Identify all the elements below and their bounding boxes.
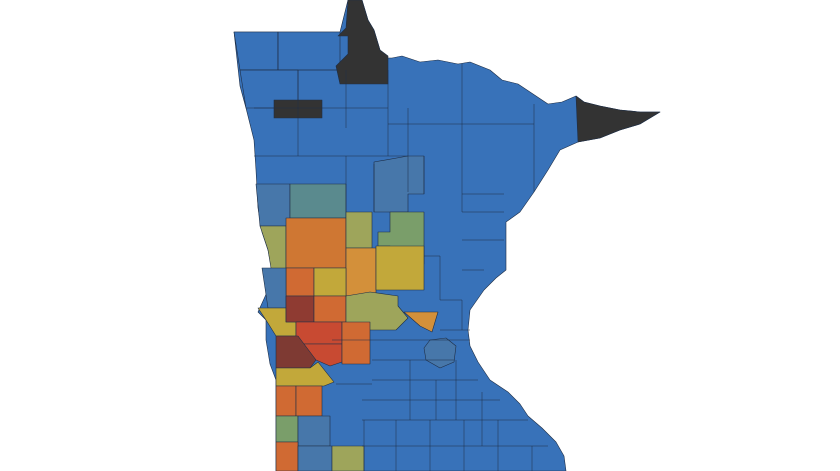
- county-nobles[interactable]: [297, 445, 333, 471]
- county-wright-corner[interactable]: [403, 311, 439, 333]
- county-mcleod[interactable]: [341, 321, 371, 365]
- county-lake-of-the-woods[interactable]: [335, 0, 389, 85]
- county-kittson[interactable]: [233, 31, 279, 71]
- county-jackson[interactable]: [331, 445, 365, 471]
- county-stearns-west[interactable]: [345, 247, 377, 297]
- county-murray[interactable]: [297, 415, 331, 447]
- county-douglas-grant[interactable]: [285, 217, 347, 269]
- county-stevens[interactable]: [285, 267, 315, 297]
- county-cook[interactable]: [575, 95, 661, 143]
- county-lac-qui-parle[interactable]: [275, 335, 317, 369]
- county-boundaries: [240, 32, 548, 471]
- county-benton[interactable]: [375, 245, 425, 291]
- county-rock[interactable]: [275, 441, 299, 471]
- county-wilkin[interactable]: [259, 225, 287, 275]
- county-chippewa[interactable]: [295, 321, 343, 345]
- county-pipestone[interactable]: [275, 415, 299, 443]
- county-otter-tail[interactable]: [289, 183, 347, 219]
- county-lincoln[interactable]: [275, 385, 297, 417]
- county-lyon[interactable]: [295, 385, 323, 417]
- county-becker-east[interactable]: [373, 155, 425, 213]
- county-metro[interactable]: [423, 337, 457, 369]
- county-todd[interactable]: [345, 211, 373, 249]
- county-pope[interactable]: [313, 267, 347, 297]
- county-roseau[interactable]: [277, 31, 341, 71]
- county-swift[interactable]: [285, 295, 315, 323]
- county-clay[interactable]: [255, 183, 291, 227]
- county-kandiyohi-w[interactable]: [313, 295, 347, 323]
